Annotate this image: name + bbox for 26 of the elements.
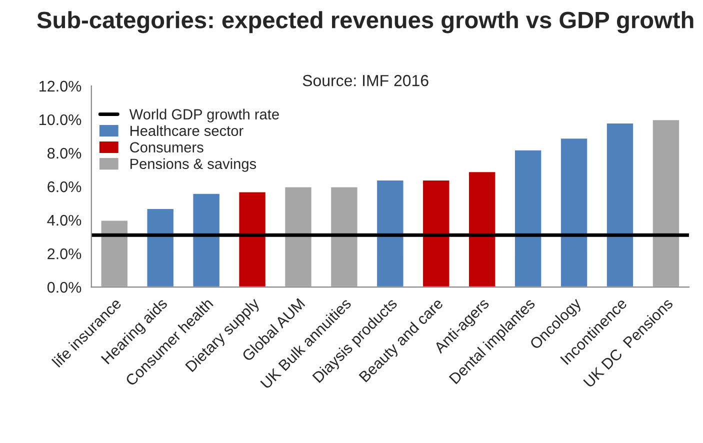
bar [468,170,497,288]
y-tick-label: 12.0% [40,80,82,92]
bar [651,118,680,288]
bar [238,190,267,288]
legend-label: Healthcare sector [130,125,244,136]
y-tick-label: 10.0% [40,114,82,126]
y-tick-label: 2.0% [48,248,82,260]
bar [192,192,221,288]
bar [100,219,129,288]
y-tick-label: 0.0% [47,282,82,293]
bar [560,137,589,288]
chart-title: Sub-categories: expected revenues growth vs GDP growth [37,11,694,34]
bar [284,186,313,288]
bar [422,179,451,288]
y-tick-label: 4.0% [47,214,82,226]
chart-subtitle: Source: IMF 2016 [302,74,428,86]
bar [606,122,634,288]
bar [330,186,359,288]
bar [514,148,543,288]
legend-label: World GDP growth rate [129,108,279,122]
y-tick-label: 6.0% [48,181,82,192]
legend-label: Pensions & savings [130,158,256,172]
legend-label: Consumers [130,142,204,153]
y-tick-label: 8.0% [48,148,82,159]
bar [376,179,405,288]
bar [146,208,175,288]
